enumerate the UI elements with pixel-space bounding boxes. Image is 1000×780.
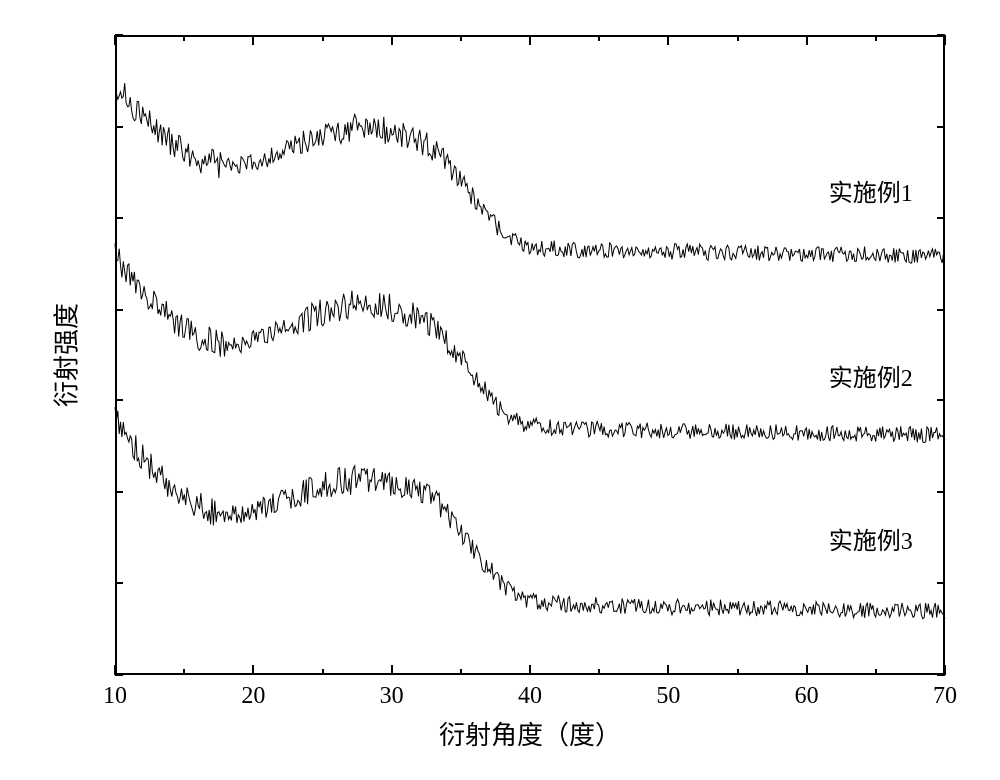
y-tick bbox=[115, 126, 123, 128]
y-tick bbox=[115, 399, 123, 401]
x-tick-label: 10 bbox=[103, 683, 127, 710]
y-tick bbox=[115, 217, 123, 219]
x-tick-label: 70 bbox=[933, 683, 957, 710]
y-axis-label: 衍射强度 bbox=[47, 303, 84, 407]
x-tick bbox=[391, 35, 393, 45]
x-tick-label: 60 bbox=[795, 683, 819, 710]
x-tick bbox=[322, 35, 324, 41]
x-tick bbox=[322, 669, 324, 675]
x-tick bbox=[944, 35, 946, 45]
x-tick bbox=[460, 35, 462, 41]
x-tick bbox=[183, 669, 185, 675]
x-tick bbox=[598, 669, 600, 675]
x-tick bbox=[252, 35, 254, 45]
x-tick bbox=[667, 35, 669, 45]
y-tick bbox=[937, 217, 945, 219]
x-tick bbox=[252, 665, 254, 675]
xrd-curve bbox=[115, 244, 945, 443]
series-label: 实施例1 bbox=[829, 173, 913, 208]
x-tick bbox=[737, 35, 739, 41]
series-label: 实施例3 bbox=[829, 521, 913, 556]
x-tick bbox=[875, 35, 877, 41]
y-tick bbox=[937, 309, 945, 311]
y-tick bbox=[937, 491, 945, 493]
x-tick bbox=[183, 35, 185, 41]
x-tick bbox=[737, 669, 739, 675]
y-tick bbox=[115, 34, 123, 36]
y-tick bbox=[937, 399, 945, 401]
x-tick bbox=[529, 665, 531, 675]
y-tick bbox=[115, 309, 123, 311]
y-tick bbox=[937, 126, 945, 128]
x-tick bbox=[529, 35, 531, 45]
y-tick bbox=[115, 674, 123, 676]
x-axis-label: 衍射角度（度） bbox=[439, 715, 621, 752]
x-tick bbox=[598, 35, 600, 41]
xrd-curve bbox=[115, 83, 945, 263]
x-tick bbox=[667, 665, 669, 675]
x-tick-label: 40 bbox=[518, 683, 542, 710]
x-tick-label: 50 bbox=[656, 683, 680, 710]
figure-container: 衍射强度 衍射角度（度） 10 20 30 40 50 60 70 实施例1 实施例2 实施例3 bbox=[0, 0, 1000, 780]
series-label: 实施例2 bbox=[829, 358, 913, 393]
x-tick bbox=[806, 35, 808, 45]
y-tick bbox=[937, 674, 945, 676]
x-tick bbox=[460, 669, 462, 675]
x-tick bbox=[114, 35, 116, 45]
x-tick bbox=[806, 665, 808, 675]
y-tick bbox=[937, 34, 945, 36]
y-tick bbox=[115, 491, 123, 493]
x-tick-label: 20 bbox=[241, 683, 265, 710]
y-tick bbox=[115, 582, 123, 584]
x-tick bbox=[875, 669, 877, 675]
x-tick bbox=[391, 665, 393, 675]
y-tick bbox=[937, 582, 945, 584]
x-tick-label: 30 bbox=[380, 683, 404, 710]
